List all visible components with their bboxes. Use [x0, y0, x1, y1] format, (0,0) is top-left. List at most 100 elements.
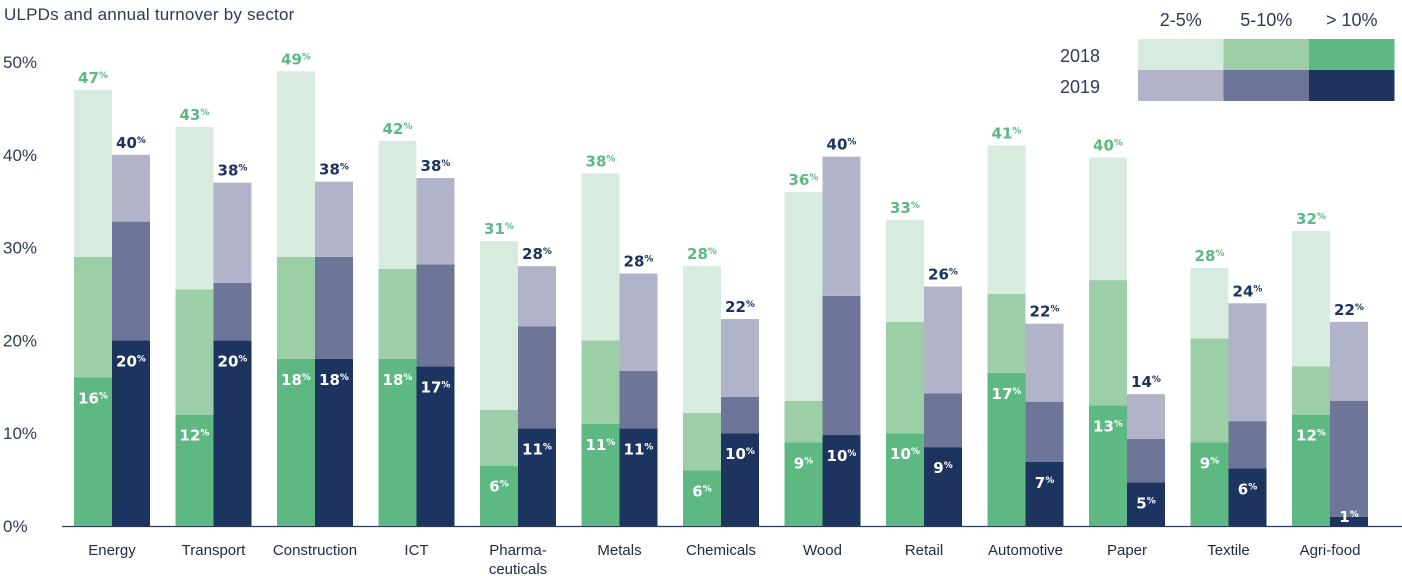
bar-segment	[378, 268, 417, 359]
bar-segment	[1127, 394, 1165, 439]
legend-swatch	[1138, 70, 1224, 101]
x-category-label: Chemicals	[686, 542, 756, 559]
bar-segment	[784, 442, 823, 526]
legend-year-label: 2019	[1060, 77, 1100, 97]
total-data-label: 14%	[1131, 373, 1161, 391]
total-data-label: 26%	[928, 266, 958, 284]
bar-segment	[1127, 438, 1165, 483]
bar-segment	[924, 286, 962, 394]
bar-segment	[1025, 461, 1064, 526]
bar-segment	[619, 273, 658, 372]
bar-segment	[822, 295, 861, 436]
bar-segment	[1292, 366, 1330, 415]
total-data-label: 40%	[827, 136, 857, 154]
total-data-label: 22%	[1334, 301, 1364, 319]
bar-segment	[416, 366, 455, 526]
x-category-label: Transport	[182, 542, 246, 559]
bar-segment	[112, 340, 150, 526]
total-data-label: 41%	[992, 125, 1022, 143]
total-data-label: 22%	[1030, 303, 1060, 321]
bar-segment	[1089, 405, 1127, 526]
bar-segment	[1025, 323, 1064, 402]
total-data-label: 22%	[725, 298, 755, 316]
bar-segment	[1228, 468, 1267, 526]
bar-segment	[1292, 414, 1330, 526]
total-data-label: 31%	[484, 220, 514, 238]
legend-swatch	[1138, 39, 1224, 70]
bar-segment	[378, 358, 417, 526]
total-data-label: 40%	[116, 134, 146, 152]
bar-segment	[1228, 421, 1267, 469]
bar-segment	[1089, 280, 1127, 406]
bar-segment	[886, 219, 924, 322]
total-data-label: 33%	[890, 199, 920, 217]
total-data-label: 28%	[522, 245, 552, 263]
x-category-label: ICT	[404, 542, 428, 559]
legend-swatch	[1309, 70, 1395, 101]
y-tick-label: 50%	[3, 53, 37, 72]
bar-segment	[518, 428, 556, 526]
bar-segment	[683, 470, 721, 526]
bar-segment	[74, 256, 112, 378]
bar-segment	[1127, 482, 1165, 526]
legend-column-label: 2-5%	[1160, 10, 1202, 30]
bar-segment	[987, 145, 1026, 294]
y-tick-label: 0%	[3, 517, 28, 536]
x-category-label: Construction	[273, 542, 357, 559]
total-data-label: 28%	[687, 245, 717, 263]
bar-segment	[277, 358, 315, 526]
bar-segment	[175, 126, 214, 290]
total-data-label: 43%	[180, 106, 210, 124]
total-data-label: 28%	[624, 253, 654, 271]
bar-segment	[581, 423, 620, 526]
x-category-label: Retail	[905, 542, 943, 559]
bar-segment	[74, 89, 112, 257]
bar-segment	[924, 393, 962, 448]
bar-segment	[518, 266, 556, 327]
legend-swatch	[1223, 39, 1309, 70]
total-data-label: 32%	[1296, 210, 1326, 228]
total-data-label: 38%	[218, 162, 248, 180]
total-data-label: 47%	[78, 69, 108, 87]
bar-segment	[416, 264, 455, 367]
x-category-label: Wood	[803, 542, 842, 559]
bar-segment	[315, 256, 353, 359]
legend-swatch	[1309, 39, 1395, 70]
total-data-label: 38%	[421, 157, 451, 175]
x-category-label: Paper	[1107, 542, 1147, 559]
y-tick-label: 40%	[3, 146, 37, 165]
bar-segment	[315, 181, 353, 257]
bar-segment	[619, 428, 658, 526]
bar-segment	[74, 377, 112, 526]
bar-segment	[822, 435, 861, 526]
bar-segment	[315, 358, 353, 526]
total-data-label: 38%	[586, 152, 616, 170]
bar-segment	[683, 266, 721, 413]
x-category-label: Textile	[1207, 542, 1250, 559]
bar-segment	[1228, 303, 1267, 422]
total-data-label: 24%	[1233, 282, 1263, 300]
total-data-label: 36%	[789, 171, 819, 189]
legend-year-label: 2018	[1060, 46, 1100, 66]
bar-segment	[683, 412, 721, 471]
bar-segment	[112, 221, 150, 341]
total-data-label: 28%	[1195, 247, 1225, 265]
chart-title: ULPDs and annual turnover by sector	[4, 5, 295, 24]
bar-segment	[581, 340, 620, 424]
bar-segment	[1190, 442, 1229, 526]
bar-segment	[1330, 321, 1368, 401]
bar-segment	[1292, 230, 1330, 367]
bar-segment	[1025, 401, 1064, 462]
bar-segment	[987, 294, 1026, 373]
x-category-label: ceuticals	[489, 561, 547, 576]
bar-segment	[1089, 157, 1127, 281]
bar-segment	[822, 156, 861, 296]
bar-segment	[1190, 268, 1229, 339]
x-category-label: Energy	[88, 542, 136, 559]
bar-segment	[886, 433, 924, 526]
bar-segment	[378, 140, 417, 269]
y-tick-label: 30%	[3, 239, 37, 258]
legend-swatch	[1223, 70, 1309, 101]
bar-segment	[886, 321, 924, 434]
